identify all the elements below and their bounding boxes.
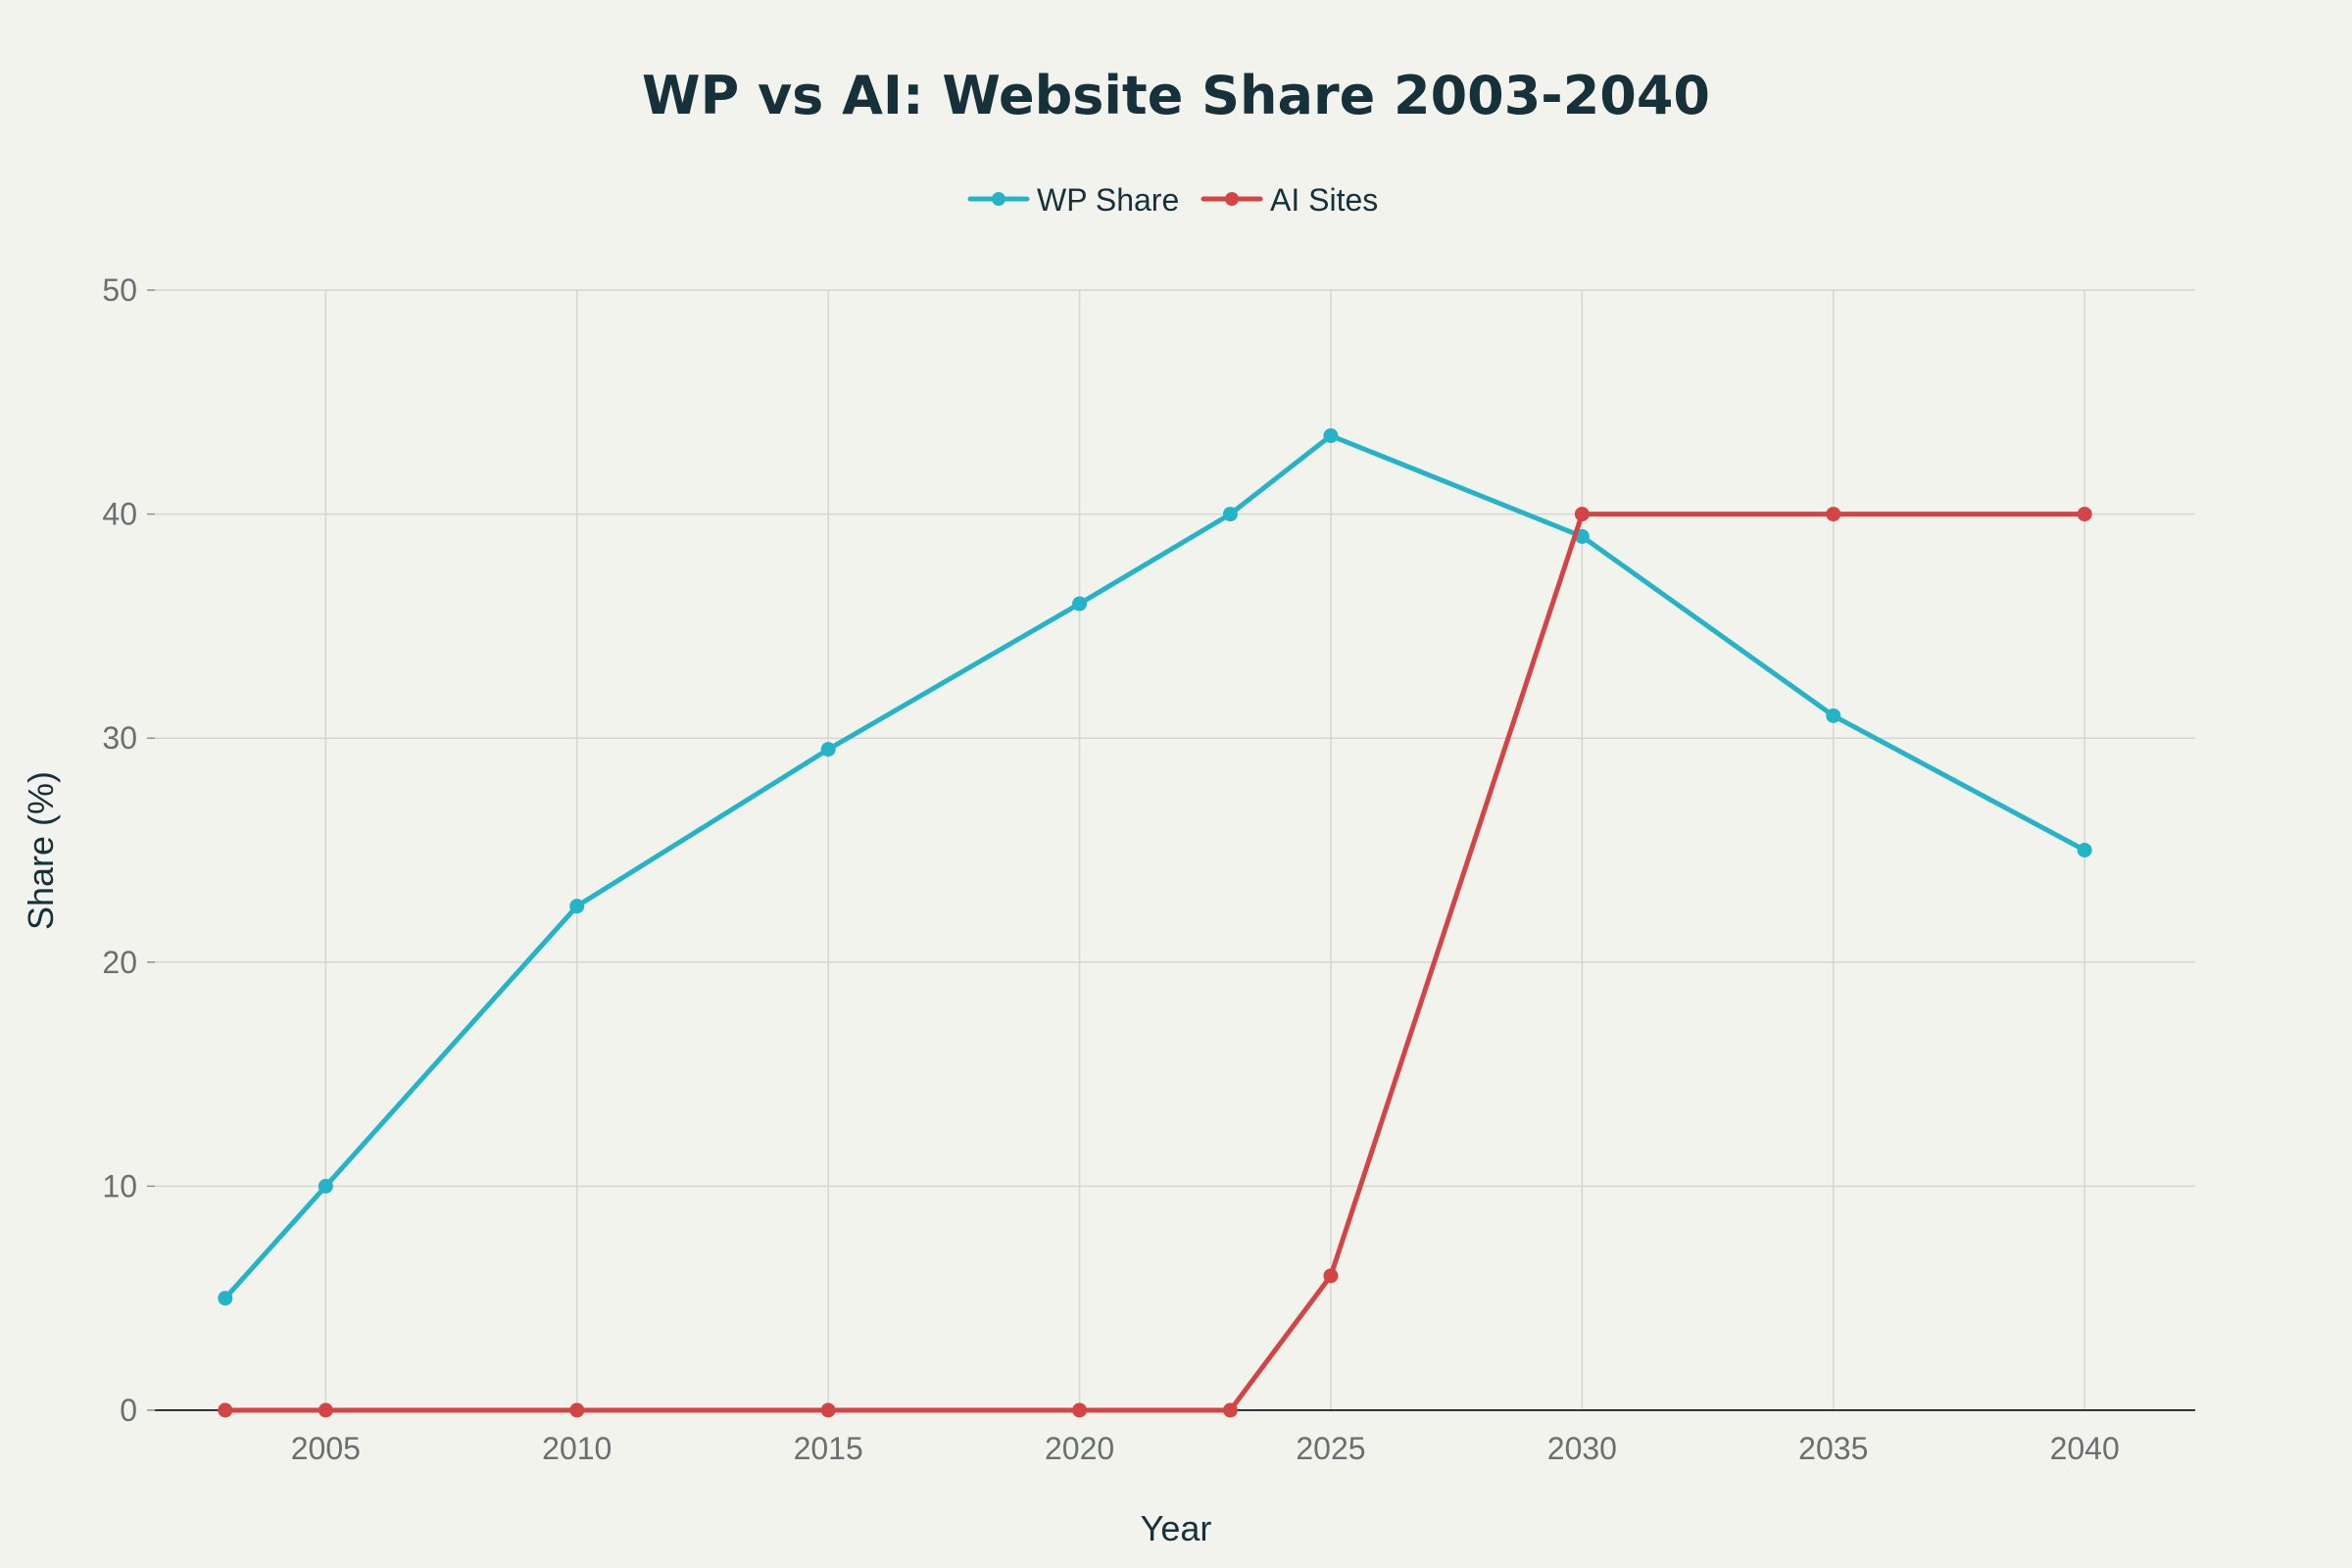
y-tick-label: 20 (102, 945, 137, 980)
legend-item-ai-sites[interactable]: AI Sites (1200, 182, 1378, 218)
x-tick-label: 2020 (1045, 1431, 1114, 1466)
data-point-ai-sites[interactable] (1323, 1268, 1339, 1284)
series-line-wp-share (222, 433, 2087, 1301)
legend-item-wp-share[interactable]: WP Share (967, 182, 1179, 218)
x-tick-label: 2010 (542, 1431, 612, 1466)
data-point-wp-share[interactable] (1323, 428, 1339, 444)
chart-title: WP vs AI: Website Share 2003-2040 (642, 65, 1710, 126)
axes: 2005 2010 2015 2020 2025 2030 2035 204001020304… (102, 272, 2195, 1466)
series-ai-sites (218, 507, 2092, 1418)
legend: WP Share AI Sites (967, 182, 1378, 218)
data-point-ai-sites[interactable] (1072, 1402, 1088, 1418)
series-wp-share (218, 428, 2092, 1306)
y-tick-label: 0 (120, 1393, 137, 1428)
x-tick-label: 2040 (2050, 1431, 2120, 1466)
y-tick-label: 10 (102, 1168, 137, 1203)
data-point-ai-sites[interactable] (318, 1402, 333, 1418)
data-point-ai-sites[interactable] (218, 1402, 233, 1418)
legend-label-ai-sites: AI Sites (1270, 182, 1378, 218)
legend-marker-wp-share (992, 192, 1005, 206)
y-tick-label: 40 (102, 497, 137, 532)
data-point-wp-share[interactable] (1222, 507, 1238, 522)
data-point-ai-sites[interactable] (1574, 507, 1590, 522)
x-tick-label: 2005 (291, 1431, 361, 1466)
data-point-wp-share[interactable] (820, 742, 836, 758)
legend-marker-ai-sites (1225, 192, 1239, 206)
data-point-ai-sites[interactable] (569, 1402, 585, 1418)
data-point-wp-share[interactable] (569, 899, 585, 914)
y-tick-label: 30 (102, 720, 137, 756)
data-point-ai-sites[interactable] (820, 1402, 836, 1418)
data-point-wp-share[interactable] (218, 1291, 233, 1306)
data-point-ai-sites[interactable] (1826, 507, 1841, 522)
legend-label-wp-share: WP Share (1037, 182, 1179, 218)
plot-series (218, 428, 2092, 1418)
y-axis-title: Share (%) (21, 771, 61, 930)
data-point-wp-share[interactable] (1826, 708, 1841, 723)
y-tick-label: 50 (102, 272, 137, 308)
x-axis-title: Year (1141, 1508, 1212, 1548)
x-tick-label: 2025 (1296, 1431, 1365, 1466)
data-point-ai-sites[interactable] (2077, 507, 2092, 522)
x-tick-label: 2030 (1547, 1431, 1617, 1466)
data-point-ai-sites[interactable] (1222, 1402, 1238, 1418)
x-tick-label: 2035 (1798, 1431, 1868, 1466)
gridlines (155, 289, 2195, 1410)
x-tick-label: 2015 (794, 1431, 863, 1466)
data-point-wp-share[interactable] (1072, 596, 1088, 612)
series-line-ai-sites (222, 512, 2087, 1413)
data-point-wp-share[interactable] (318, 1178, 333, 1194)
data-point-wp-share[interactable] (2077, 843, 2092, 858)
